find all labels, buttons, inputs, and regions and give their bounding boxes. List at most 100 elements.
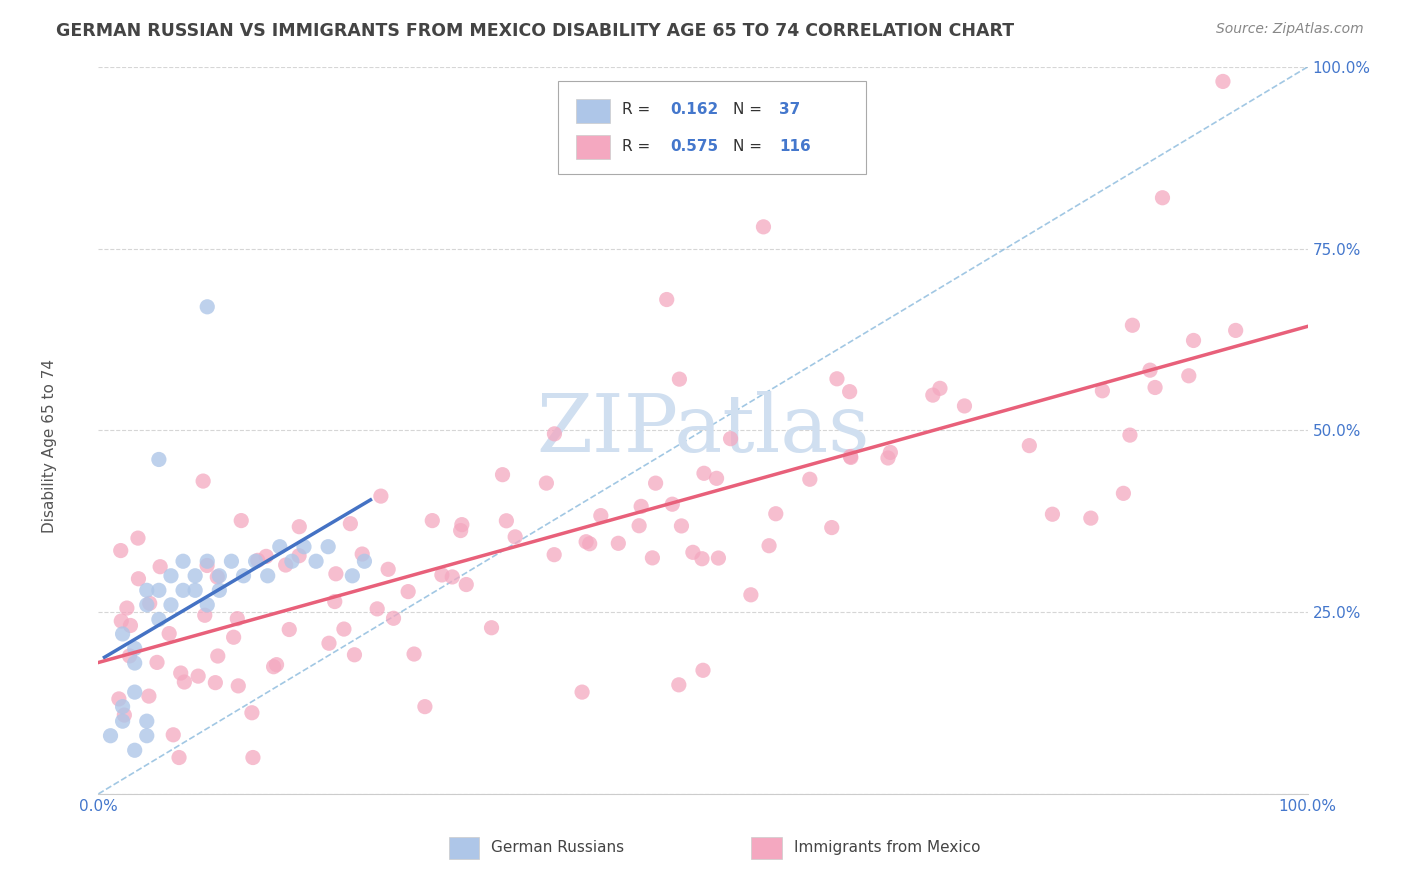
Point bbox=[607, 536, 630, 550]
Text: ZIPatlas: ZIPatlas bbox=[536, 392, 870, 469]
Text: GERMAN RUSSIAN VS IMMIGRANTS FROM MEXICO DISABILITY AGE 65 TO 74 CORRELATION CHA: GERMAN RUSSIAN VS IMMIGRANTS FROM MEXICO… bbox=[56, 22, 1014, 40]
Point bbox=[115, 601, 138, 615]
Point bbox=[693, 467, 716, 481]
Point bbox=[318, 636, 340, 650]
Point bbox=[120, 618, 142, 632]
Point bbox=[1112, 486, 1135, 500]
Text: N =: N = bbox=[734, 103, 768, 117]
Text: 116: 116 bbox=[779, 138, 811, 153]
FancyBboxPatch shape bbox=[558, 81, 866, 175]
Point bbox=[877, 450, 900, 465]
Point bbox=[404, 647, 426, 661]
Point bbox=[353, 554, 375, 568]
Point bbox=[246, 553, 269, 567]
Point bbox=[879, 445, 901, 459]
Point bbox=[226, 679, 249, 693]
Point bbox=[162, 728, 184, 742]
Point bbox=[366, 602, 388, 616]
Point bbox=[146, 656, 169, 670]
Point bbox=[1080, 511, 1102, 525]
Text: 0.162: 0.162 bbox=[671, 103, 718, 117]
Point bbox=[752, 219, 775, 234]
Point bbox=[571, 685, 593, 699]
Point bbox=[799, 472, 821, 486]
Point bbox=[1091, 384, 1114, 398]
Point bbox=[450, 524, 472, 538]
Point bbox=[413, 699, 436, 714]
Point bbox=[1178, 368, 1201, 383]
Point bbox=[160, 598, 183, 612]
Point bbox=[720, 432, 742, 446]
Point bbox=[292, 540, 315, 554]
Point bbox=[821, 520, 844, 534]
Point bbox=[839, 450, 862, 464]
Point bbox=[204, 675, 226, 690]
Point bbox=[706, 471, 728, 485]
Point bbox=[138, 689, 160, 703]
Text: R =: R = bbox=[621, 138, 655, 153]
Point bbox=[118, 648, 141, 663]
Point bbox=[124, 641, 146, 656]
Point bbox=[172, 554, 194, 568]
Point bbox=[740, 588, 762, 602]
Point bbox=[148, 452, 170, 467]
Point bbox=[491, 467, 513, 482]
Point bbox=[157, 626, 180, 640]
Point bbox=[342, 569, 364, 583]
Point bbox=[256, 569, 278, 583]
Point bbox=[1119, 428, 1142, 442]
Point bbox=[100, 729, 122, 743]
Point bbox=[765, 507, 787, 521]
Point bbox=[222, 630, 245, 644]
Point bbox=[207, 648, 229, 663]
Point bbox=[135, 714, 157, 728]
Text: 37: 37 bbox=[779, 103, 800, 117]
Point bbox=[172, 583, 194, 598]
Point bbox=[1212, 74, 1234, 88]
Point bbox=[628, 518, 651, 533]
Point bbox=[333, 622, 356, 636]
Point bbox=[266, 657, 288, 672]
Point bbox=[1121, 318, 1143, 333]
Text: Source: ZipAtlas.com: Source: ZipAtlas.com bbox=[1216, 22, 1364, 37]
Point bbox=[339, 516, 361, 531]
Point bbox=[441, 570, 464, 584]
Point bbox=[1152, 191, 1174, 205]
Text: R =: R = bbox=[621, 103, 655, 117]
Point bbox=[184, 569, 207, 583]
Point bbox=[124, 685, 146, 699]
Point bbox=[173, 675, 195, 690]
Point bbox=[825, 372, 848, 386]
Point bbox=[543, 548, 565, 562]
Point bbox=[170, 666, 193, 681]
Point bbox=[430, 568, 453, 582]
Point bbox=[1144, 380, 1167, 394]
Point bbox=[420, 514, 443, 528]
Point bbox=[148, 583, 170, 598]
Point bbox=[110, 614, 132, 628]
Point bbox=[495, 514, 517, 528]
Point bbox=[240, 706, 263, 720]
Point bbox=[641, 550, 664, 565]
Point bbox=[503, 530, 526, 544]
Point bbox=[111, 627, 134, 641]
Point bbox=[160, 569, 183, 583]
Point bbox=[112, 708, 135, 723]
Point bbox=[278, 623, 301, 637]
Point bbox=[690, 551, 713, 566]
Point bbox=[245, 554, 267, 568]
Point bbox=[242, 750, 264, 764]
Point bbox=[226, 612, 249, 626]
Text: 0.575: 0.575 bbox=[671, 138, 718, 153]
Point bbox=[208, 569, 231, 583]
Point bbox=[305, 554, 328, 568]
Point bbox=[221, 554, 243, 568]
Point bbox=[1042, 507, 1064, 521]
Point bbox=[661, 497, 683, 511]
Point bbox=[668, 678, 690, 692]
Point bbox=[124, 656, 146, 670]
Point bbox=[481, 621, 503, 635]
Point bbox=[108, 692, 131, 706]
Point bbox=[111, 699, 134, 714]
Point bbox=[382, 611, 405, 625]
